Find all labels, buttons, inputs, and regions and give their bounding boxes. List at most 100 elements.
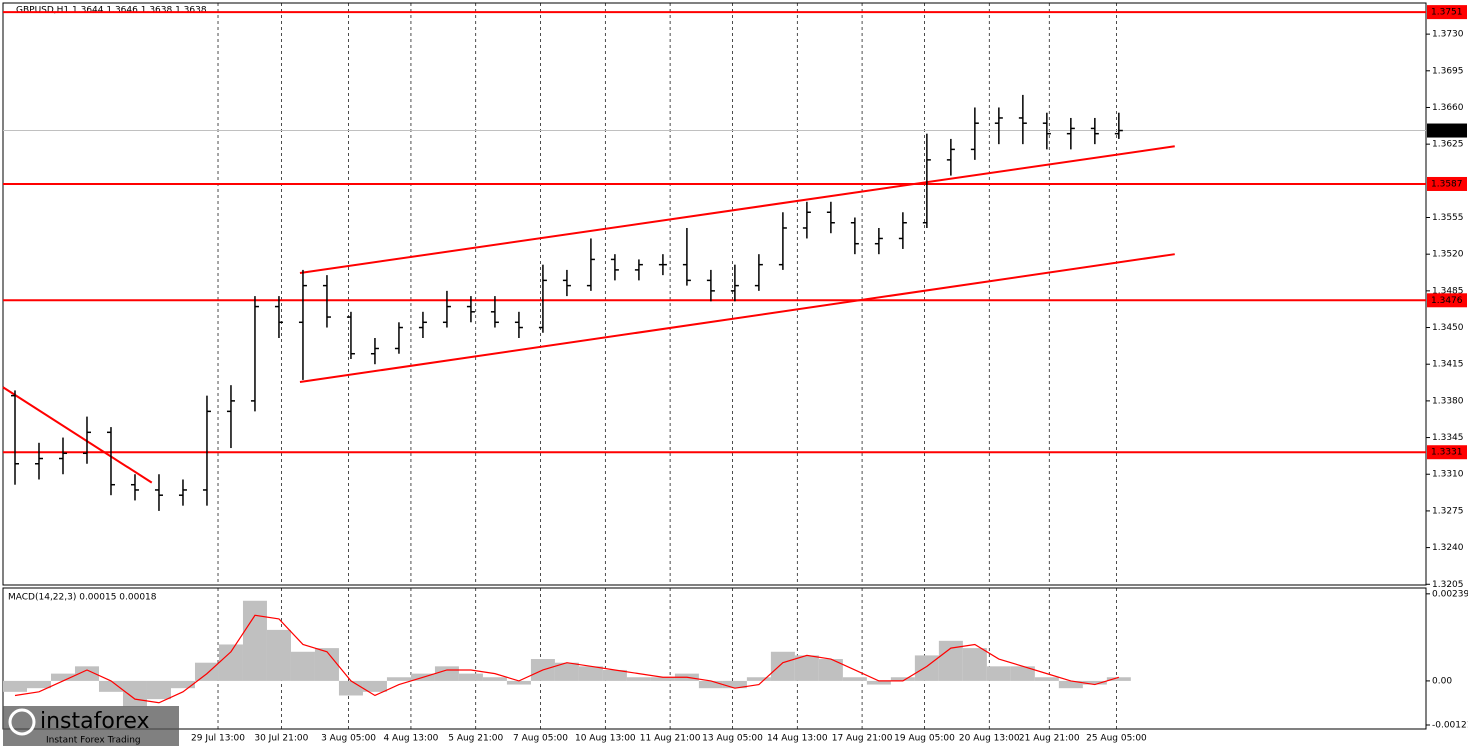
macd-bar	[338, 680, 363, 696]
macd-bar	[146, 680, 171, 700]
watermark-brand: instaforex	[40, 709, 150, 734]
x-tick-label: 20 Aug 13:00	[959, 734, 1020, 744]
macd-bar	[842, 677, 867, 681]
ohlc-bar	[226, 385, 235, 449]
level-box	[1427, 445, 1467, 460]
watermark-tagline: Instant Forex Trading	[46, 736, 141, 746]
y-tick-label: 1.3205	[1432, 580, 1464, 590]
ohlc-bar	[298, 269, 307, 380]
ohlc-bar	[418, 311, 427, 339]
level-label: 1.3751	[1431, 8, 1463, 18]
macd-bar	[1034, 677, 1059, 681]
x-tick-label: 19 Aug 05:00	[894, 734, 955, 744]
last-price-box	[1427, 123, 1467, 138]
ohlc-bar	[802, 201, 811, 239]
level-box	[1427, 5, 1467, 20]
ohlc-bar	[610, 254, 619, 281]
macd-bar	[650, 677, 675, 681]
macd-bar	[506, 680, 531, 685]
macd-bar	[1082, 680, 1107, 685]
level-box	[1427, 293, 1467, 308]
ohlc-bar	[370, 338, 379, 365]
level-label: 1.3331	[1431, 448, 1463, 458]
ohlc-bar	[322, 275, 331, 328]
ohlc-bar	[490, 296, 499, 328]
y-tick-label: 0.00239	[1432, 589, 1468, 599]
macd-bar	[602, 669, 627, 681]
ohlc-bar	[850, 217, 859, 255]
macd-bar	[962, 648, 987, 681]
main-frame	[2, 2, 1427, 586]
ohlc-bar	[466, 296, 475, 323]
y-tick-label: 1.3240	[1432, 543, 1464, 553]
ohlc-bar	[922, 133, 931, 228]
y-tick-label: 1.3555	[1432, 213, 1464, 223]
x-tick-label: 13 Aug 05:00	[702, 734, 763, 744]
macd-bar	[986, 666, 1011, 681]
ohlc-bar	[586, 238, 595, 291]
x-tick-label: 7 Aug 05:00	[513, 734, 568, 744]
ohlc-bar	[514, 311, 523, 339]
macd-bar	[3, 680, 27, 692]
macd-bar	[1010, 666, 1035, 681]
signal-line	[14, 614, 1120, 704]
macd-bar	[722, 680, 747, 689]
y-tick-label: 1.3450	[1432, 323, 1464, 333]
ohlc-bar	[826, 201, 835, 234]
macd-bar	[698, 680, 723, 689]
macd-bar	[434, 666, 459, 681]
y-tick-label: 1.3380	[1432, 396, 1464, 406]
macd-bar	[794, 655, 819, 681]
y-tick-label: 1.3415	[1432, 360, 1464, 370]
ohlc-bar	[1042, 112, 1051, 150]
macd-bar	[26, 680, 51, 689]
ohlc-bar	[442, 290, 451, 328]
y-tick-label: 1.3275	[1432, 506, 1464, 516]
last-price-label: 1.3638	[1431, 126, 1463, 136]
ohlc-bar	[682, 227, 691, 286]
ohlc-bar	[10, 390, 19, 485]
ohlc-bar	[250, 296, 259, 412]
y-tick-label: 1.3730	[1432, 30, 1464, 40]
y-tick-label: 1.3310	[1432, 470, 1464, 480]
y-tick-label: 0.00	[1432, 676, 1452, 686]
ohlc-bar	[778, 212, 787, 270]
ohlc-bar	[946, 138, 955, 176]
ohlc-bar	[394, 322, 403, 354]
level-box	[1427, 176, 1467, 191]
macd-bar	[314, 648, 339, 681]
macd-bar	[770, 651, 795, 681]
macd-bar	[746, 677, 771, 681]
macd-bar	[1106, 677, 1131, 681]
ohlc-bar	[970, 107, 979, 160]
macd-bar	[122, 680, 147, 707]
level-label: 1.3476	[1431, 296, 1463, 306]
ohlc-bar	[154, 474, 163, 511]
x-tick-label: 29 Jul 13:00	[191, 734, 245, 744]
x-tick-label: 10 Aug 13:00	[575, 734, 636, 744]
macd-bar	[578, 666, 603, 681]
macd-frame	[2, 587, 1427, 730]
ohlc-bar	[106, 427, 115, 496]
macd-bar	[194, 662, 219, 681]
macd-bar	[98, 680, 123, 692]
trendline	[299, 253, 1175, 384]
macd-bar	[74, 666, 99, 681]
ohlc-bar	[634, 259, 643, 281]
ohlc-bar	[202, 395, 211, 506]
ohlc-bar	[1090, 117, 1099, 145]
y-tick-label: 1.3660	[1432, 103, 1464, 113]
ohlc-bar	[1114, 112, 1123, 139]
ohlc-bar	[1066, 117, 1075, 150]
ohlc-bar	[34, 442, 43, 480]
trendline	[2, 386, 153, 484]
x-tick-label: 11 Aug 21:00	[640, 734, 701, 744]
ohlc-bar	[706, 269, 715, 302]
macd-bar	[1058, 680, 1083, 689]
y-tick-label: 1.3695	[1432, 66, 1464, 76]
macd-bar	[554, 662, 579, 681]
x-tick-label: 21 Aug 21:00	[1019, 734, 1080, 744]
x-tick-label: 25 Aug 05:00	[1086, 734, 1147, 744]
